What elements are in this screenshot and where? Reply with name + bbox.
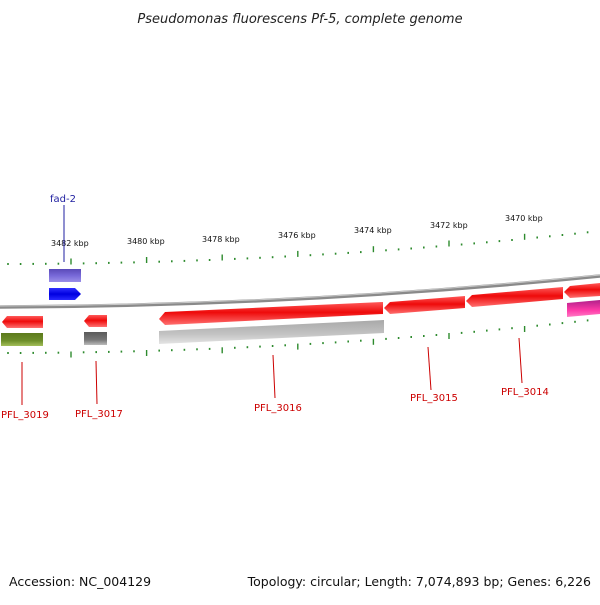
pfl-3019-cog-block[interactable] (1, 333, 43, 346)
scale-label-3476: 3476 kbp (278, 231, 316, 240)
scale-label-3482: 3482 kbp (51, 239, 89, 248)
pfl-3015-cds-arrow[interactable] (384, 296, 465, 314)
pfl-3019-cds-arrow[interactable] (2, 316, 43, 328)
map-title: Pseudomonas fluorescens Pf-5, complete g… (137, 12, 462, 27)
right-edge-cds-arrow[interactable] (564, 283, 600, 298)
pfl-3016-label[interactable]: PFL_3016 (254, 403, 302, 414)
scale-label-3480: 3480 kbp (127, 237, 165, 246)
genome-backbone-highlight (0, 274, 600, 307)
pfl-3014-label[interactable]: PFL_3014 (501, 387, 549, 398)
pfl-3015-leader-line (427, 346, 432, 391)
pfl-3017-cog-block[interactable] (84, 332, 107, 345)
upper-tick-ruler (7, 231, 589, 265)
scale-label-3478: 3478 kbp (202, 235, 240, 244)
pfl-3015-label[interactable]: PFL_3015 (410, 393, 458, 404)
pfl-3016-cog-block[interactable] (159, 320, 384, 344)
pfl-3017-label[interactable]: PFL_3017 (75, 409, 123, 420)
lower-tick-ruler (7, 319, 589, 358)
pfl-3014-cds-arrow[interactable] (466, 287, 563, 307)
pfl-3016-cds-arrow[interactable] (159, 302, 383, 325)
scale-label-3474: 3474 kbp (354, 226, 392, 235)
gene-labels: fad-2 PFL_3019 PFL_3017 PFL_3016 PFL_301… (1, 194, 549, 421)
reverse-strand-cog (1, 320, 384, 346)
pfl-3019-label[interactable]: PFL_3019 (1, 410, 49, 421)
pfl-3016-leader-line (272, 354, 276, 399)
genome-backbone (0, 274, 600, 309)
fad-2-cog-block[interactable] (49, 269, 81, 282)
fad-2-label[interactable]: fad-2 (50, 194, 76, 205)
reverse-strand-cds (2, 283, 600, 328)
pfl-3014-leader-line (518, 337, 523, 384)
pfl-3017-leader-line (95, 360, 98, 405)
fad-2-cds-arrow[interactable] (49, 288, 81, 300)
accession-text: Accession: NC_004129 (9, 574, 151, 589)
forward-strand-features (49, 269, 600, 317)
genome-summary-text: Topology: circular; Length: 7,074,893 bp… (247, 574, 591, 589)
scale-labels: 3482 kbp 3480 kbp 3478 kbp 3476 kbp 3474… (51, 214, 543, 248)
pfl-3017-cds-arrow[interactable] (84, 315, 107, 327)
scale-label-3470: 3470 kbp (505, 214, 543, 223)
right-edge-cog-block[interactable] (567, 300, 600, 317)
scale-label-3472: 3472 kbp (430, 221, 468, 230)
